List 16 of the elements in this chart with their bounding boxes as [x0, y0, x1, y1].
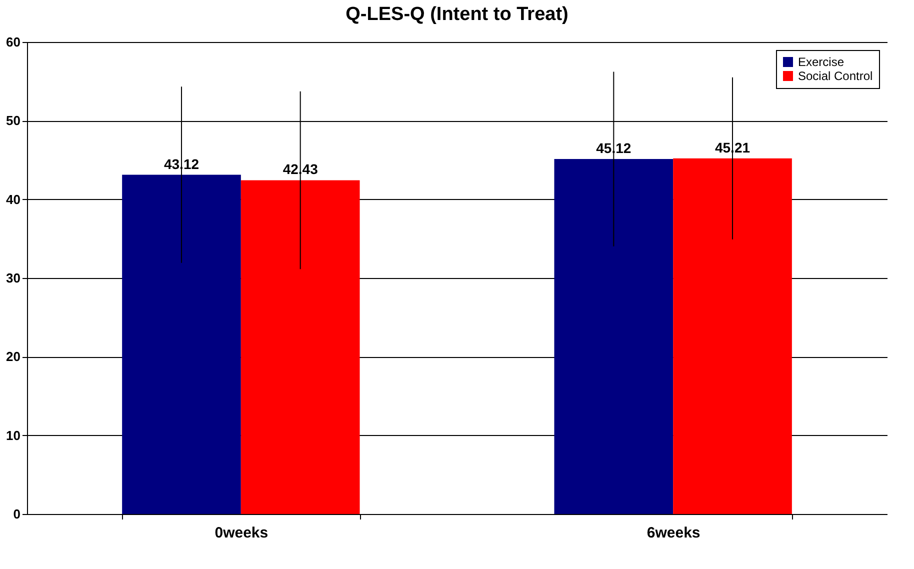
- bar: [122, 174, 241, 514]
- bar: [554, 159, 674, 514]
- y-tick-label: 60: [6, 34, 20, 50]
- y-tick-label: 20: [6, 349, 20, 364]
- legend-label: Social Control: [798, 69, 873, 83]
- y-tick-label: 40: [6, 192, 20, 207]
- bar: [240, 180, 360, 514]
- bar: [673, 158, 792, 514]
- y-tick-label: 30: [6, 270, 20, 286]
- x-tick-label: 0weeks: [214, 524, 268, 542]
- y-tick-label: 0: [13, 506, 20, 522]
- chart-title: Q-LES-Q (Intent to Treat): [346, 4, 568, 25]
- y-tick-label: 50: [6, 113, 20, 128]
- y-tick-label: 10: [6, 428, 20, 443]
- legend-label: Exercise: [798, 55, 844, 69]
- x-tick-label: 6weeks: [646, 524, 700, 542]
